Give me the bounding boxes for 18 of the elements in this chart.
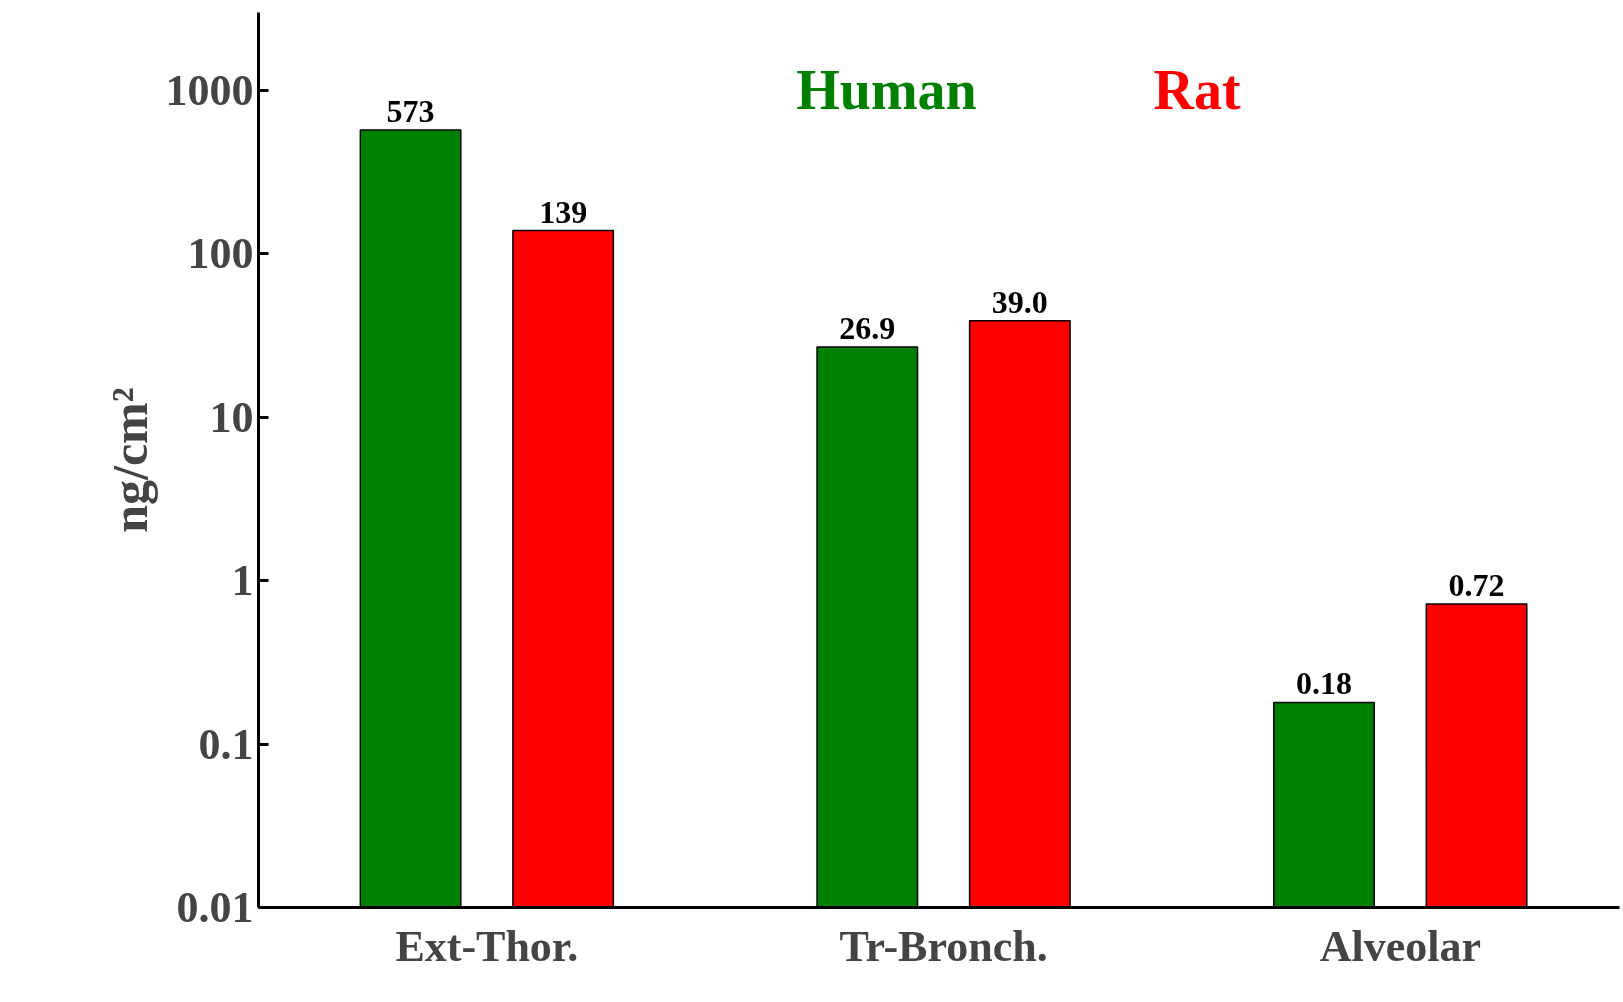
x-tick-label: Ext-Thor. bbox=[395, 921, 579, 971]
y-tick-label: 10 bbox=[209, 392, 254, 442]
data-label: 139 bbox=[539, 193, 588, 230]
data-label: 26.9 bbox=[839, 310, 896, 347]
y-axis-title: ng/cm² bbox=[101, 387, 158, 533]
y-tick-label: 1000 bbox=[165, 65, 254, 115]
y-tick-label: 1 bbox=[231, 556, 254, 606]
y-tick-label: 0.1 bbox=[198, 719, 254, 769]
x-tick-label: Alveolar bbox=[1319, 921, 1481, 971]
data-label: 39.0 bbox=[991, 283, 1048, 320]
text: Rat bbox=[1153, 59, 1241, 122]
x-tick-label: Tr-Bronch. bbox=[839, 921, 1048, 971]
data-label: 0.18 bbox=[1296, 665, 1353, 702]
data-label: 573 bbox=[386, 92, 435, 129]
y-tick-label: 0.01 bbox=[176, 883, 254, 932]
data-label: 0.72 bbox=[1448, 567, 1505, 603]
y-tick-label: 100 bbox=[187, 229, 254, 279]
text: Human bbox=[796, 59, 977, 122]
